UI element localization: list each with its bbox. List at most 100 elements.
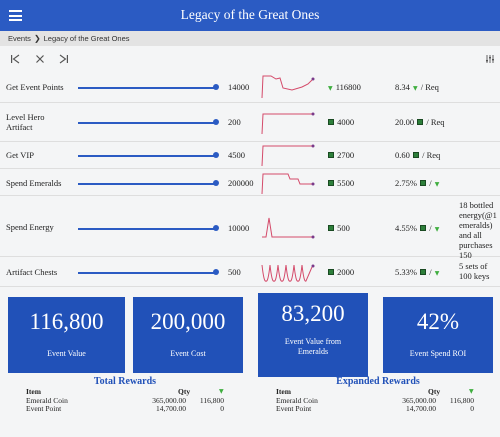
hamburger-menu-icon[interactable]: [9, 10, 22, 21]
row-ratio: 8.34 ▼ / Req: [395, 82, 439, 92]
activity-row: Get Event Points 14000 ▼ 116800 8.34 ▼ /…: [0, 72, 500, 103]
header-item: Item: [276, 387, 291, 396]
header-qty: Qty: [178, 387, 191, 396]
row-ratio: 4.55% / ▼: [395, 223, 440, 233]
breadcrumb-events[interactable]: Events: [8, 34, 31, 43]
value-slider-handle[interactable]: [213, 84, 219, 90]
activity-row: Spend Energy 10000 500 4.55% / ▼ 18 bott…: [0, 196, 500, 260]
stat-value: 116,800: [29, 309, 104, 334]
value-slider-track[interactable]: [78, 122, 216, 124]
emerald-icon: ▼: [434, 269, 440, 277]
reward-value: 116,800: [449, 396, 474, 405]
row-value: 10000: [228, 223, 250, 233]
row-label: Get VIP: [6, 150, 34, 160]
row-points: 2700: [327, 150, 354, 160]
emerald-coin-icon: [417, 119, 424, 126]
stat-card-spend-roi: 42% Event Spend ROI: [383, 297, 493, 373]
row-value: 14000: [228, 82, 250, 92]
emerald-icon: ▼: [413, 84, 418, 92]
stat-value: 42%: [416, 309, 460, 334]
reward-qty: 365,000.00: [402, 396, 436, 405]
emerald-coin-icon: [328, 119, 334, 126]
row-points: 4000: [327, 117, 354, 127]
trend-sparkline: [261, 173, 315, 195]
skip-forward-icon[interactable]: [59, 54, 69, 64]
reward-item: Emerald Coin: [26, 396, 68, 405]
row-note: 18 bottled energy(@1 emeralds) and all p…: [459, 200, 497, 260]
stat-value: 200,000: [150, 309, 226, 334]
row-label: Artifact Chests: [6, 267, 58, 277]
row-value: 4500: [228, 150, 245, 160]
emerald-icon: ▼: [219, 387, 224, 395]
value-slider-handle[interactable]: [213, 225, 219, 231]
stat-card-event-value: 116,800 Event Value: [8, 297, 125, 373]
row-points: ▼ 116800: [328, 82, 361, 92]
trend-sparkline: [261, 264, 315, 282]
stat-caption: Event Value from Emeralds: [284, 337, 342, 356]
app-header: Legacy of the Great Ones: [0, 0, 500, 31]
value-slider-track[interactable]: [78, 272, 216, 274]
emerald-coin-icon: [328, 152, 334, 159]
row-points: 2000: [327, 267, 354, 277]
value-slider-handle[interactable]: [213, 119, 219, 125]
activity-row: Get VIP 4500 2700 0.60 / Req: [0, 142, 500, 169]
stat-card-event-cost: 200,000 Event Cost: [133, 297, 243, 373]
value-slider-track[interactable]: [78, 155, 216, 157]
row-note: 5 sets of 100 keys: [459, 261, 490, 281]
close-icon[interactable]: [35, 54, 45, 64]
value-slider-track[interactable]: [78, 228, 216, 230]
row-points: 5500: [327, 178, 354, 188]
expanded-rewards-title: Expanded Rewards: [336, 376, 420, 387]
stat-caption: Event Cost: [170, 349, 206, 358]
skip-back-icon[interactable]: [10, 54, 20, 64]
header-qty: Qty: [428, 387, 441, 396]
chevron-right-icon: ❯: [33, 34, 41, 43]
row-value: 500: [228, 267, 241, 277]
row-points: 500: [327, 223, 350, 233]
reward-item: Emerald Coin: [276, 396, 318, 405]
stat-caption: Event Value: [47, 349, 86, 358]
emerald-coin-icon: [420, 269, 427, 276]
activity-row: Artifact Chests 500 2000 5.33% / ▼ 5 set…: [0, 257, 500, 287]
toolbar: [0, 46, 500, 72]
header-item: Item: [26, 387, 41, 396]
trend-sparkline: [261, 112, 315, 135]
trend-sparkline: [261, 144, 315, 167]
total-rewards-table: Item Qty ▼ Emerald Coin 365,000.00 116,8…: [26, 387, 226, 417]
main-content: Get Event Points 14000 ▼ 116800 8.34 ▼ /…: [0, 46, 500, 437]
reward-item: Event Point: [26, 404, 62, 413]
stat-caption: Event Spend ROI: [409, 349, 467, 358]
row-ratio: 5.33% / ▼: [395, 267, 440, 277]
filter-settings-icon[interactable]: [485, 54, 495, 64]
reward-qty: 14,700.00: [406, 404, 436, 413]
reward-qty: 14,700.00: [156, 404, 186, 413]
breadcrumb-current: Legacy of the Great Ones: [43, 34, 130, 43]
activity-row: Level Hero Artifact 200 4000 20.00 / Req: [0, 103, 500, 142]
trend-sparkline: [261, 75, 315, 99]
row-value: 200000: [228, 178, 254, 188]
value-slider-handle[interactable]: [213, 269, 219, 275]
row-value: 200: [228, 117, 241, 127]
reward-value: 116,800: [199, 396, 224, 405]
emerald-icon: ▼: [434, 180, 440, 188]
reward-item: Event Point: [276, 404, 312, 413]
value-slider-track[interactable]: [78, 87, 216, 89]
emerald-coin-icon: [420, 225, 427, 232]
page-title: Legacy of the Great Ones: [180, 7, 320, 22]
reward-qty: 365,000.00: [152, 396, 186, 405]
expanded-rewards-table: Item Qty ▼ Emerald Coin 365,000.00 116,8…: [276, 387, 476, 417]
value-slider-handle[interactable]: [213, 180, 219, 186]
stat-value: 83,200: [281, 301, 345, 326]
value-slider-handle[interactable]: [213, 152, 219, 158]
emerald-icon: ▼: [469, 387, 474, 395]
trend-sparkline: [262, 217, 315, 239]
total-rewards-title: Total Rewards: [93, 376, 157, 387]
row-ratio: 0.60 / Req: [395, 150, 441, 160]
breadcrumb: Events ❯ Legacy of the Great Ones: [0, 31, 500, 46]
emerald-coin-icon: [420, 180, 427, 187]
value-slider-track[interactable]: [78, 183, 216, 185]
row-label: Spend Emeralds: [6, 178, 62, 188]
activity-row: Spend Emeralds 200000 5500 2.75% / ▼: [0, 169, 500, 196]
emerald-coin-icon: [328, 180, 334, 187]
row-label: Get Event Points: [6, 82, 64, 92]
